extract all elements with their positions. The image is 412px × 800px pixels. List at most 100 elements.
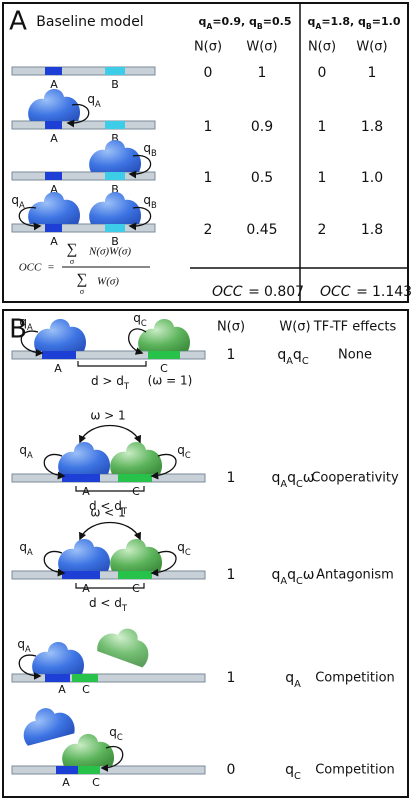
distance-label: d > dT — [91, 374, 130, 391]
text-part: q — [17, 637, 25, 651]
site-label: B — [111, 235, 119, 248]
brace — [75, 486, 145, 492]
dna — [11, 223, 156, 233]
table-cell: 1.8 — [361, 222, 383, 238]
arrow — [128, 328, 147, 355]
subscript: A — [280, 479, 287, 490]
binding-site — [62, 474, 100, 482]
binding-site — [45, 121, 62, 129]
dna — [11, 473, 206, 483]
column-header: TF-TF effects — [313, 320, 397, 335]
panel-label: A — [9, 7, 27, 37]
subscript: T — [123, 381, 130, 391]
table-cell: 1 — [227, 567, 236, 583]
subscript: A — [27, 322, 33, 332]
text-part: q — [271, 470, 280, 486]
binding-site — [105, 172, 125, 180]
transcription-factor — [58, 441, 111, 474]
text-part: q — [287, 567, 296, 583]
subscript: C — [294, 771, 301, 782]
text-part: q — [277, 347, 286, 363]
text-part: =1.8, q — [321, 15, 366, 28]
table-cell: 1.0 — [361, 170, 383, 186]
binding-site — [45, 172, 62, 180]
binding-site — [56, 766, 78, 774]
binding-site — [78, 766, 100, 774]
arrow — [150, 550, 177, 577]
table-cell: Competition — [315, 671, 395, 686]
formula-sum: ∑ — [67, 241, 78, 257]
text-part: q — [19, 443, 27, 457]
table-cell: Competition — [315, 763, 395, 778]
panel-a-frame — [2, 2, 409, 303]
brace — [77, 361, 147, 367]
arrow — [18, 206, 42, 231]
panel-label: B — [9, 315, 27, 345]
site-label: A — [62, 776, 70, 789]
text-part: q — [308, 15, 316, 28]
table-cell: 1 — [368, 65, 377, 81]
column-header: N(σ) — [217, 320, 245, 335]
binding-site — [62, 571, 100, 579]
table-cell: 1 — [227, 670, 236, 686]
site-label: B — [111, 183, 119, 196]
occ-label: OCC — [212, 284, 243, 300]
table-cell: 0 — [204, 65, 213, 81]
table-cell: qA — [285, 670, 301, 690]
subscript: T — [121, 506, 128, 516]
table-cell: 0.45 — [246, 222, 277, 238]
text-part: q — [199, 15, 207, 28]
subscript: A — [27, 547, 33, 557]
text-part: d < d — [89, 499, 122, 513]
omega-label: ω < 1 — [90, 506, 125, 520]
binding-site — [105, 67, 125, 75]
transcription-factor — [23, 708, 75, 746]
table-cell: qAqCω — [271, 470, 314, 490]
distance-label: d < dT — [89, 596, 128, 613]
dna — [11, 673, 206, 683]
subscript: A — [19, 200, 25, 210]
table-cell: 1 — [318, 170, 327, 186]
subscript: A — [286, 356, 293, 367]
text-part: q — [11, 193, 19, 207]
subscript: C — [141, 318, 147, 328]
text-part: q — [133, 311, 141, 325]
q-label: qA — [87, 92, 101, 109]
text-part: q — [87, 92, 95, 106]
transcription-factor — [138, 318, 191, 351]
subscript: A — [206, 22, 212, 31]
site-label: C — [82, 683, 90, 696]
transcription-factor — [28, 191, 81, 224]
text-part: q — [177, 443, 185, 457]
subscript: C — [296, 479, 303, 490]
table-cell: 2 — [204, 222, 213, 238]
condition-header: qA=0.9, qB=0.5 — [199, 15, 292, 31]
binding-site — [45, 224, 62, 232]
table-cell: 1 — [318, 119, 327, 135]
subscript: A — [315, 22, 321, 31]
table-cell: qAqCω — [271, 567, 314, 587]
dna — [11, 570, 206, 580]
text-part: q — [287, 470, 296, 486]
q-label: qC — [109, 725, 123, 742]
text-part: =0.5 — [263, 15, 292, 28]
dna — [11, 66, 156, 76]
table-cell: 1 — [258, 65, 267, 81]
site-label: A — [54, 362, 62, 375]
occ-value: 1.143 — [372, 284, 412, 300]
subscript: C — [185, 547, 191, 557]
transcription-factor — [110, 538, 163, 571]
formula-index: σ — [70, 257, 75, 266]
arrow — [79, 521, 141, 541]
text-part: q — [285, 762, 294, 778]
site-label: B — [111, 78, 119, 91]
column-header: N(σ) — [308, 40, 336, 55]
subscript: A — [25, 644, 31, 654]
transcription-factor — [110, 441, 163, 474]
binding-site — [72, 674, 98, 682]
formula-denominator: W(σ) — [97, 276, 119, 288]
table-cell: 1 — [204, 119, 213, 135]
transcription-factor — [58, 538, 111, 571]
transcription-factor — [97, 628, 149, 668]
